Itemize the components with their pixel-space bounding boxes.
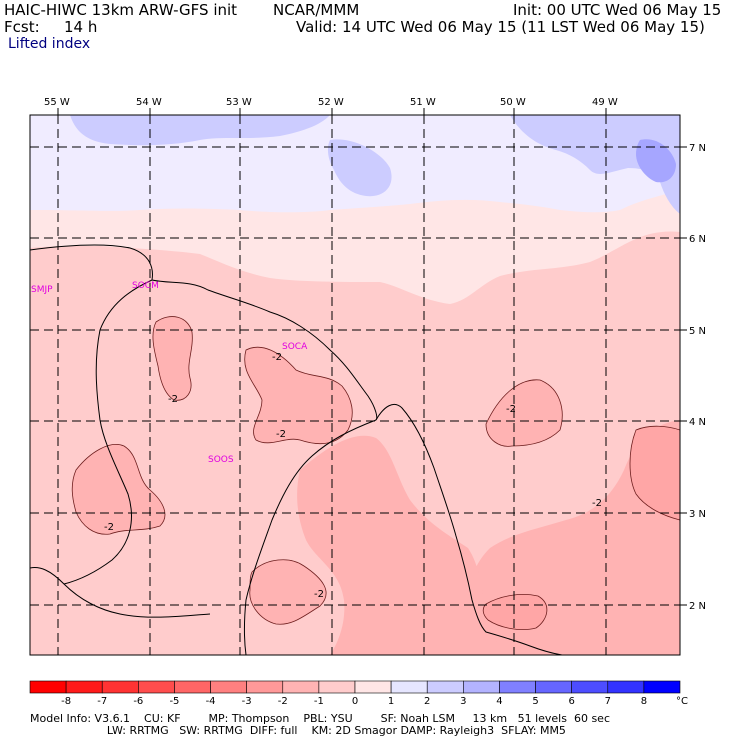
lifted-index-field	[30, 115, 680, 655]
colorbar-bin	[101, 680, 139, 694]
contour-region	[629, 425, 680, 521]
lat-label: 2 N	[689, 601, 706, 612]
colorbar-tick-label: -2	[278, 696, 288, 707]
colorbar-bin	[535, 680, 572, 694]
colorbar-tick-label: -1	[314, 696, 324, 707]
colorbar-bin	[138, 680, 175, 694]
model-title: HAIC-HIWC 13km ARW-GFS init	[4, 1, 238, 19]
lon-label: 51 W	[410, 97, 436, 108]
contour-region	[485, 379, 563, 447]
colorbar-tick-label: 0	[352, 696, 358, 707]
colorbar-tick-label: 1	[388, 696, 394, 707]
lon-label: 50 W	[500, 97, 526, 108]
colorbar-bin	[643, 680, 681, 694]
coastline	[375, 404, 563, 655]
colorbar-unit: °C	[676, 696, 688, 707]
lat-label: 3 N	[689, 509, 706, 520]
colorbar-bin	[463, 680, 500, 694]
positive-area	[510, 115, 680, 214]
forecast-label: Fcst:	[4, 18, 40, 36]
coastline	[30, 244, 378, 421]
colorbar-bin	[426, 680, 464, 694]
lat-lon-grid	[30, 115, 680, 655]
colorbar-bin	[174, 680, 211, 694]
forecast-hour: 14 h	[64, 18, 98, 36]
station-label: SOCM	[132, 281, 159, 291]
contour-region	[71, 444, 166, 535]
station-label: SOOS	[208, 455, 234, 465]
contour-region	[152, 316, 193, 401]
colorbar-tick-label: -6	[133, 696, 143, 707]
colorbar-tick-label: 5	[532, 696, 538, 707]
colorbar-bin	[390, 680, 428, 694]
lat-label: 4 N	[689, 417, 706, 428]
country-border	[63, 583, 211, 618]
lon-label: 55 W	[44, 97, 70, 108]
colorbar-tick-label: -4	[206, 696, 216, 707]
contour-label: -2	[506, 404, 516, 415]
colorbar-tick-label: 4	[496, 696, 502, 707]
contour-label: -2	[272, 352, 282, 363]
colorbar-tick-label: -8	[61, 696, 71, 707]
init-time: Init: 00 UTC Wed 06 May 15	[513, 1, 722, 19]
lon-label: 49 W	[592, 97, 618, 108]
contour-label: -2	[168, 394, 178, 405]
colorbar-tick-label: 2	[424, 696, 430, 707]
station-label: SOCA	[282, 342, 308, 352]
color-scale-bar: -8 -7 -6 -5 -4 -3 -2 -1 0 1 2 3 4 5 6 7 8	[29, 680, 681, 707]
colorbar-tick-label: 3	[460, 696, 466, 707]
lon-label: 53 W	[226, 97, 252, 108]
colorbar-tick-label: 6	[568, 696, 574, 707]
contour-region	[244, 346, 353, 445]
colorbar-bin	[571, 680, 609, 694]
colorbar-bin	[318, 680, 356, 694]
lon-label: 54 W	[136, 97, 162, 108]
contour-region	[482, 594, 548, 630]
country-border	[244, 419, 377, 655]
axis-ticks	[57, 108, 687, 606]
map-frame	[29, 114, 681, 656]
contour-label: -2	[104, 522, 114, 533]
lon-label: 52 W	[318, 97, 344, 108]
colorbar-tick-label: -3	[242, 696, 252, 707]
colorbar-bin	[282, 680, 320, 694]
station-label: SMJP	[31, 285, 53, 295]
contour-region	[249, 559, 327, 625]
model-info-line1: Model Info: V3.6.1 CU: KF MP: Thompson P…	[30, 712, 610, 725]
colorbar-bin	[210, 680, 247, 694]
contour-label: -2	[314, 589, 324, 600]
lat-label: 5 N	[689, 326, 706, 337]
positive-area	[70, 115, 330, 146]
contour-label: -2	[592, 498, 602, 509]
colorbar-tick-label: -5	[169, 696, 179, 707]
lat-label: 7 N	[689, 143, 706, 154]
colorbar-tick-label: 8	[641, 696, 647, 707]
valid-time: Valid: 14 UTC Wed 06 May 15 (11 LST Wed …	[296, 18, 705, 36]
colorbar-bin	[354, 680, 392, 694]
colorbar-bin	[246, 680, 284, 694]
colorbar-bin	[607, 680, 645, 694]
positive-area	[327, 139, 392, 197]
positive-area	[636, 139, 676, 183]
org-label: NCAR/MMM	[273, 1, 360, 19]
colorbar-tick-label: 7	[605, 696, 611, 707]
colorbar-tick-label: -7	[97, 696, 107, 707]
lat-label: 6 N	[689, 234, 706, 245]
contour-label: -2	[276, 429, 286, 440]
colorbar-bin	[499, 680, 536, 694]
colorbar-bin	[65, 680, 103, 694]
model-info-line2: LW: RRTMG SW: RRTMG DIFF: full KM: 2D Sm…	[30, 724, 566, 737]
colorbar-bin	[29, 680, 67, 694]
field-name: Lifted index	[8, 36, 91, 52]
